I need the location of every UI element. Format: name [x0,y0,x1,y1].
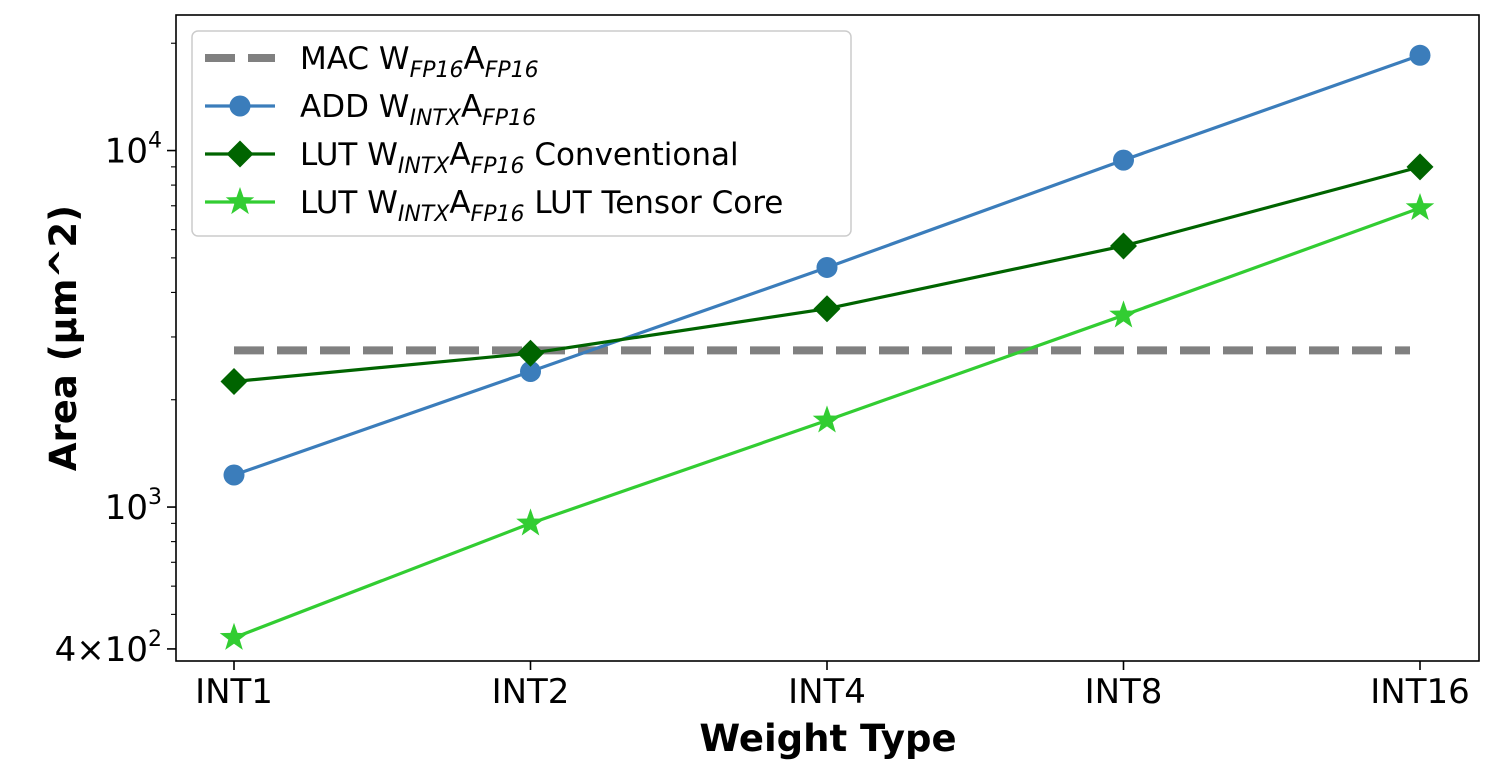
y-tick-exp: 4 [148,129,162,154]
legend-name: MAC W [300,41,410,77]
data-point-lut-tc [1405,193,1435,221]
series-add [223,44,1431,486]
legend-subscript: FP16 [471,154,525,179]
legend-subscript: FP16 [410,58,464,83]
y-tick-base: 10 [105,630,148,670]
legend-frame [191,30,852,237]
x-tick-label: INT1 [195,672,273,712]
y-axis-title: Area (µm^2) [42,205,85,471]
y-tick-coef: 4 [55,630,77,670]
data-point-lut-tc [516,508,545,536]
data-point-lut-conv [1406,153,1434,181]
x-tick-label: INT4 [788,672,866,712]
legend-subscript: INTX [398,202,450,227]
legend-entry-mac: MAC WFP16AFP16 [205,41,539,83]
y-tick-label: 104 [105,129,162,172]
y-tick-times: × [76,630,105,670]
legend-entry-lut-tc: LUT WINTXAFP16 LUT Tensor Core [205,185,783,227]
data-point-add [1409,44,1431,66]
legend-name: ADD W [300,89,409,125]
y-tick-base: 10 [105,488,148,528]
legend-marker-lut-conv [226,140,254,168]
legend-name-tail: LUT Tensor Core [524,185,783,221]
legend-name-mid: A [449,185,470,221]
legend-name-mid: A [449,137,470,173]
legend-label-mac: MAC WFP16AFP16 [300,41,539,83]
legend-entry-lut-conv: LUT WINTXAFP16 Conventional [205,137,739,179]
legend-name-mid: A [461,89,482,125]
series-lut-conv [220,153,1434,396]
legend-label-add: ADD WINTXAFP16 [300,89,536,131]
data-point-lut-tc [1109,300,1138,328]
legend-subscript: INTX [398,154,450,179]
data-point-add [223,464,245,486]
legend-label-lut-tc: LUT WINTXAFP16 LUT Tensor Core [300,185,783,227]
x-axis-ticks: INT1 INT2 INT4 INT8 INT16 [195,661,1470,712]
legend-subscript: FP16 [471,202,525,227]
data-point-lut-conv [1110,232,1137,260]
series-layer [219,44,1435,650]
legend-label-lut-conv: LUT WINTXAFP16 Conventional [300,137,739,179]
data-point-lut-conv [517,339,544,367]
data-point-lut-tc [219,622,249,650]
x-tick-label: INT8 [1085,672,1163,712]
data-point-lut-tc [812,405,842,433]
series-lut-tc [219,193,1435,650]
x-tick-label: INT16 [1370,672,1470,712]
legend-name: LUT W [300,185,398,221]
y-tick-label: 103 [105,485,162,528]
legend-entry-add: ADD WINTXAFP16 [205,89,536,131]
data-point-add [520,361,541,383]
x-tick-label: INT2 [492,672,570,712]
data-point-lut-conv [220,368,248,396]
y-tick-exp: 3 [148,485,162,510]
y-tick-label: 4×102 [55,627,162,670]
legend-name-mid: A [463,41,484,77]
data-point-add [816,256,838,278]
legend-name-tail: Conventional [524,137,738,173]
legend-name: LUT W [300,137,398,173]
y-tick-exp: 2 [148,627,162,652]
legend-subscript: FP16 [482,106,536,131]
data-point-add [1113,149,1134,171]
y-tick-base: 10 [105,132,148,172]
x-axis-title: Weight Type [699,717,956,760]
legend-marker-lut-tc [225,187,255,215]
legend-subscript: INTX [409,106,461,131]
legend-marker-add [229,95,251,117]
legend-subscript: FP16 [485,58,539,83]
data-point-lut-conv [813,295,841,323]
